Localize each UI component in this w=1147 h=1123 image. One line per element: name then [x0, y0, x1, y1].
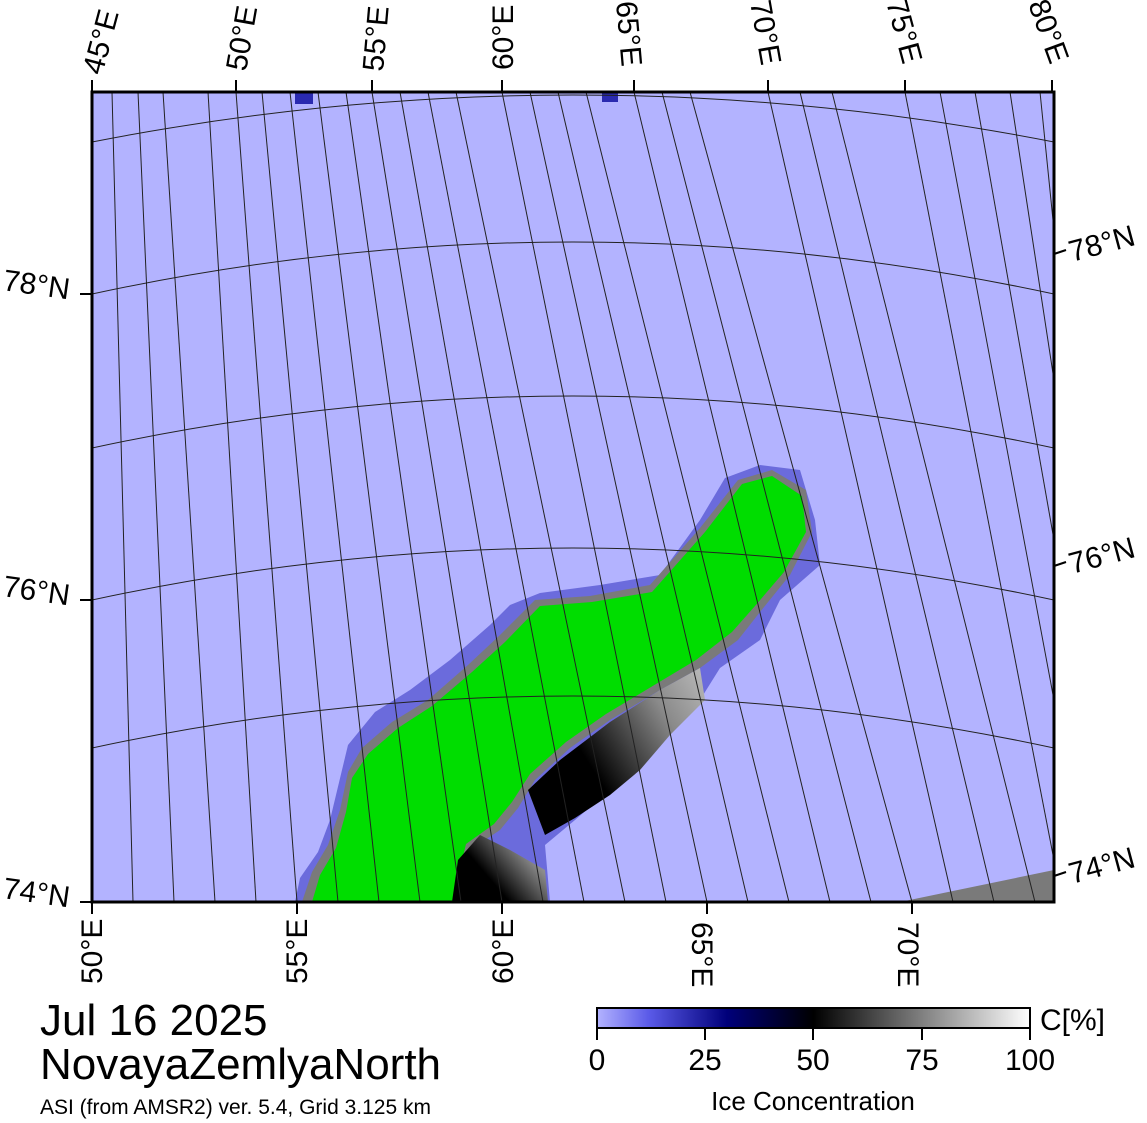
map-frame	[90, 90, 1056, 904]
colorbar-tick-label: 100	[1004, 1044, 1056, 1077]
ice-patch	[602, 92, 618, 102]
colorbar-ticks	[596, 1028, 1031, 1040]
colorbar	[596, 1007, 1031, 1029]
left-lat-label: 76°N	[1, 570, 72, 612]
top-lon-label: 55°E	[357, 5, 396, 73]
colorbar-tick-label: 25	[688, 1044, 722, 1077]
top-lon-label: 80°E	[1021, 0, 1074, 68]
left-lat-labels: 78°N 76°N 74°N	[1, 264, 72, 914]
top-lon-label: 45°E	[77, 6, 126, 78]
land-corner-east	[900, 870, 1054, 902]
left-lat-label: 78°N	[1, 264, 72, 306]
right-lat-label: 78°N	[1065, 220, 1138, 269]
graticule	[92, 92, 1054, 902]
ice-patch	[295, 92, 313, 104]
colorbar-tick-label: 75	[905, 1044, 939, 1077]
top-lon-label: 75°E	[879, 0, 928, 67]
right-lat-label: 76°N	[1065, 532, 1138, 581]
map-area	[92, 92, 1054, 902]
colorbar-tick-label: 50	[796, 1044, 830, 1077]
sea-ice-field	[528, 668, 705, 835]
frame-ticks	[80, 80, 1067, 914]
bottom-lon-label: 65°E	[685, 922, 718, 987]
bottom-lon-labels: 50°E 55°E 60°E 65°E 70°E	[76, 919, 924, 988]
sea-ice-field-south	[452, 835, 548, 902]
bottom-lon-label: 55°E	[281, 919, 314, 984]
right-lat-label: 74°N	[1065, 842, 1138, 891]
product-info: ASI (from AMSR2) ver. 5.4, Grid 3.125 km	[40, 1096, 431, 1119]
colorbar-tick-label: 0	[588, 1044, 606, 1077]
left-lat-label: 74°N	[1, 872, 72, 914]
right-lat-labels: 78°N 76°N 74°N	[1065, 220, 1138, 891]
top-lon-label: 70°E	[743, 0, 787, 68]
colorbar-title: Ice Concentration	[711, 1086, 915, 1116]
top-lon-label: 50°E	[220, 3, 264, 73]
novaya-zemlya-land	[312, 476, 806, 902]
top-lon-label: 60°E	[487, 5, 520, 70]
region-title: NovayaZemlyaNorth	[40, 1040, 442, 1089]
colorbar-unit: C[%]	[1040, 1004, 1106, 1037]
bottom-lon-label: 60°E	[487, 919, 520, 984]
bottom-lon-label: 70°E	[891, 922, 924, 987]
date-label: Jul 16 2025	[40, 996, 268, 1045]
top-lon-labels: 45°E 50°E 55°E 60°E 65°E 70°E 75°E 80°E	[77, 0, 1075, 78]
bottom-lon-label: 50°E	[76, 919, 109, 984]
top-lon-label: 65°E	[609, 0, 648, 68]
